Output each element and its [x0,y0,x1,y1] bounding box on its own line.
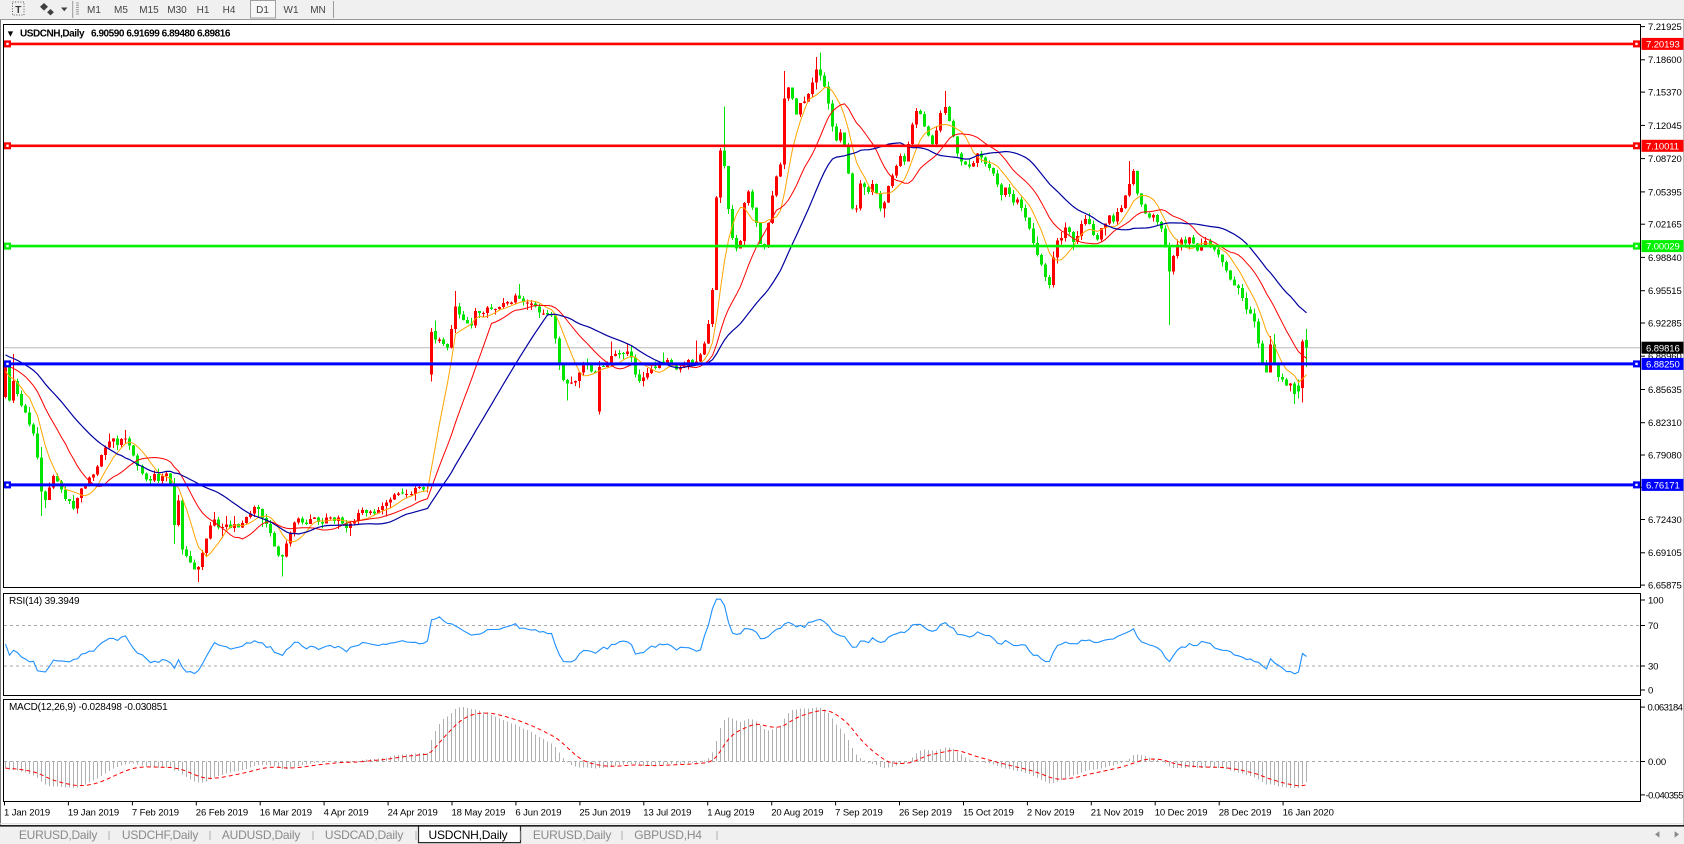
svg-text:6.82310: 6.82310 [1648,418,1682,429]
svg-text:16 Jan 2020: 16 Jan 2020 [1283,807,1334,818]
svg-text:26 Feb 2019: 26 Feb 2019 [196,807,248,818]
svg-text:7.00029: 7.00029 [1646,242,1680,253]
svg-text:7.10011: 7.10011 [1646,141,1679,152]
svg-text:25 Jun 2019: 25 Jun 2019 [579,807,630,818]
svg-text:6.69105: 6.69105 [1648,548,1682,559]
svg-text:M30: M30 [167,5,187,16]
svg-text:-0.040355: -0.040355 [1646,790,1684,801]
svg-text:6.95515: 6.95515 [1648,286,1682,297]
svg-text:EURUSD,Daily: EURUSD,Daily [533,828,611,842]
svg-text:7.21925: 7.21925 [1648,22,1682,33]
svg-text:M15: M15 [139,5,159,16]
svg-text:7.15370: 7.15370 [1648,88,1682,99]
svg-text:▼: ▼ [6,29,14,39]
svg-text:7.18600: 7.18600 [1648,55,1682,66]
svg-text:7 Feb 2019: 7 Feb 2019 [132,807,179,818]
svg-text:6.92285: 6.92285 [1648,318,1682,329]
svg-text:16 Mar 2019: 16 Mar 2019 [260,807,312,818]
svg-text:6.85635: 6.85635 [1648,385,1682,396]
svg-text:70: 70 [1648,621,1658,632]
svg-text:6 Jun 2019: 6 Jun 2019 [515,807,561,818]
svg-text:7 Sep 2019: 7 Sep 2019 [835,807,883,818]
svg-text:6.65875: 6.65875 [1648,581,1682,592]
svg-text:4 Apr 2019: 4 Apr 2019 [324,807,369,818]
svg-text:AUDUSD,Daily: AUDUSD,Daily [222,828,300,842]
svg-text:6.88250: 6.88250 [1646,360,1680,371]
svg-text:EURUSD,Daily: EURUSD,Daily [19,828,97,842]
svg-text:D1: D1 [256,5,269,16]
svg-text:0: 0 [1648,685,1653,696]
svg-text:USDCNH,Daily: USDCNH,Daily [20,29,85,40]
svg-text:T: T [15,5,21,16]
svg-text:20 Aug 2019: 20 Aug 2019 [771,807,823,818]
svg-text:6.72430: 6.72430 [1648,515,1682,526]
svg-text:6.89816: 6.89816 [1646,343,1680,354]
svg-text:USDCAD,Daily: USDCAD,Daily [325,828,403,842]
svg-text:M5: M5 [114,5,128,16]
svg-text:13 Jul 2019: 13 Jul 2019 [643,807,691,818]
svg-text:2 Nov 2019: 2 Nov 2019 [1027,807,1075,818]
svg-text:6.98840: 6.98840 [1648,253,1682,264]
svg-text:RSI(14) 39.3949: RSI(14) 39.3949 [9,596,80,607]
svg-text:7.20193: 7.20193 [1646,40,1680,51]
svg-text:MACD(12,26,9) -0.028498 -0.030: MACD(12,26,9) -0.028498 -0.030851 [9,702,168,713]
svg-text:MN: MN [310,5,326,16]
svg-text:1 Aug 2019: 1 Aug 2019 [707,807,754,818]
svg-text:0.063184: 0.063184 [1648,703,1683,714]
svg-text:6.90590 6.91699 6.89480 6.8981: 6.90590 6.91699 6.89480 6.89816 [91,29,231,40]
svg-text:100: 100 [1648,595,1664,606]
svg-text:15 Oct 2019: 15 Oct 2019 [963,807,1014,818]
svg-text:6.88960: 6.88960 [1648,352,1682,363]
svg-text:30: 30 [1648,661,1658,672]
svg-text:H4: H4 [223,5,236,16]
svg-text:7.02165: 7.02165 [1648,220,1682,231]
svg-text:18 May 2019: 18 May 2019 [452,807,506,818]
svg-text:0.00: 0.00 [1648,757,1666,768]
svg-text:26 Sep 2019: 26 Sep 2019 [899,807,952,818]
svg-text:6.76171: 6.76171 [1646,481,1680,492]
svg-text:7.05395: 7.05395 [1648,187,1682,198]
svg-text:28 Dec 2019: 28 Dec 2019 [1219,807,1272,818]
svg-text:M1: M1 [87,5,101,16]
svg-text:7.12045: 7.12045 [1648,121,1682,132]
svg-text:10 Dec 2019: 10 Dec 2019 [1155,807,1208,818]
svg-text:USDCHF,Daily: USDCHF,Daily [122,828,198,842]
svg-text:7.08720: 7.08720 [1648,154,1682,165]
svg-text:H1: H1 [197,5,210,16]
svg-text:1 Jan 2019: 1 Jan 2019 [4,807,50,818]
svg-text:W1: W1 [284,5,299,16]
svg-text:USDCNH,Daily: USDCNH,Daily [429,828,508,842]
svg-text:19 Jan 2019: 19 Jan 2019 [68,807,119,818]
svg-text:6.79080: 6.79080 [1648,450,1682,461]
svg-text:21 Nov 2019: 21 Nov 2019 [1091,807,1144,818]
svg-text:24 Apr 2019: 24 Apr 2019 [388,807,438,818]
svg-text:GBPUSD,H4: GBPUSD,H4 [634,828,702,842]
